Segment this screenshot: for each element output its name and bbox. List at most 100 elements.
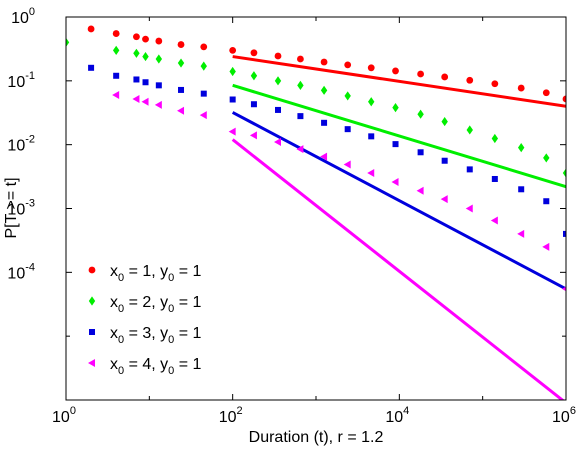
series-3-point-17 [466, 166, 473, 173]
legend-label-4: x0 = 4, y0 = 1 [110, 356, 202, 377]
series-2-point-8 [250, 71, 258, 81]
series-3-point-15 [417, 149, 424, 156]
series-2-point-18 [491, 133, 499, 144]
legend-item-2: x0 = 2, y0 = 1 [88, 294, 202, 315]
x-tick-exp: 4 [403, 405, 409, 417]
series-3 [88, 64, 566, 291]
series-4-point-17 [490, 216, 498, 225]
x-tick-exp: 0 [70, 405, 76, 417]
series-3-point-8 [250, 101, 257, 108]
series-1-point-0 [87, 25, 95, 33]
series-3-point-9 [275, 106, 282, 113]
legend: x0 = 1, y0 = 1 x0 = 2, y0 = 1 x0 = 3, y0 =… [88, 263, 202, 377]
series-layer [66, 25, 566, 400]
x-tick-exp: 2 [237, 405, 243, 417]
series-3-fit-line [231, 111, 566, 291]
series-1-point-6 [200, 43, 208, 51]
series-2-point-13 [368, 97, 375, 107]
y-tick-label-1: 10-1 [7, 70, 35, 91]
series-4-point-9 [296, 145, 304, 154]
series-3-point-7 [229, 96, 236, 103]
series-3-point-3 [142, 79, 149, 86]
legend-marker-3 [89, 329, 95, 335]
series-1-point-11 [320, 58, 328, 66]
series-3-point-11 [321, 119, 328, 126]
series-3-point-10 [297, 113, 304, 120]
y-tick-exp: 0 [29, 6, 35, 18]
series-1-point-15 [417, 70, 425, 78]
y-tick-exp: -1 [25, 70, 35, 82]
series-1-point-8 [250, 49, 258, 57]
series-2-point-4 [155, 54, 163, 64]
legend-item-4: x0 = 4, y0 = 1 [88, 356, 202, 377]
y-tick-base: 10 [7, 202, 25, 219]
legend-marker-1 [88, 266, 96, 274]
series-2-point-12 [344, 91, 351, 101]
series-4-point-1 [132, 94, 140, 103]
y-tick-base: 10 [7, 74, 25, 91]
series-3-point-5 [178, 86, 185, 93]
series-4-point-15 [440, 195, 448, 204]
series-1-point-4 [155, 37, 163, 45]
series-2-point-5 [177, 58, 185, 68]
series-4-point-8 [274, 138, 282, 147]
series-3-point-19 [518, 186, 525, 193]
series-4-fit-line [231, 138, 565, 400]
series-2-point-14 [392, 103, 399, 113]
x-tick-base: 10 [552, 409, 570, 426]
series-2-point-16 [441, 116, 448, 127]
y-tick-exp: -4 [25, 261, 35, 273]
series-2-point-3 [142, 51, 149, 62]
series-3-point-13 [368, 133, 375, 140]
series-2 [66, 37, 566, 189]
x-tick-exp: 6 [570, 405, 576, 417]
legend-item-1: x0 = 1, y0 = 1 [88, 263, 202, 284]
series-1-fit-line [232, 55, 566, 108]
legend-marker-4 [88, 359, 95, 367]
series-1-point-17 [466, 76, 474, 84]
series-1-point-9 [274, 52, 282, 60]
series-3-point-12 [344, 126, 351, 133]
series-4-point-4 [177, 106, 185, 115]
series-1-point-18 [491, 80, 499, 88]
legend-label-2: x0 = 2, y0 = 1 [110, 294, 202, 315]
series-4-point-13 [391, 178, 399, 187]
series-3-point-18 [491, 175, 498, 182]
series-1-point-7 [229, 46, 237, 54]
series-3-point-4 [155, 82, 162, 89]
series-2-point-9 [274, 76, 282, 86]
series-4 [112, 90, 566, 400]
x-tick-base: 10 [385, 409, 403, 426]
y-tick-exp: -2 [25, 134, 35, 146]
series-4-point-6 [228, 127, 236, 136]
series-4-point-3 [154, 100, 162, 109]
series-2-point-7 [229, 66, 236, 77]
y-tick-label-2: 10-2 [7, 134, 35, 155]
series-1-point-3 [142, 35, 149, 43]
series-2-point-17 [466, 125, 473, 135]
legend-label-1: x0 = 1, y0 = 1 [110, 263, 202, 284]
y-tick-exp: -3 [25, 198, 35, 210]
series-2-point-11 [320, 85, 328, 95]
y-tick-base: 10 [7, 265, 25, 282]
series-3-point-14 [392, 141, 399, 148]
legend-marker-2 [88, 296, 96, 306]
series-4-point-0 [112, 90, 120, 99]
series-2-point-1 [112, 45, 120, 55]
series-2-point-0 [66, 37, 70, 48]
series-2-point-20 [543, 153, 550, 163]
series-4-point-20 [562, 286, 566, 292]
y-tick-label-4: 10-4 [7, 261, 35, 282]
series-2-point-10 [297, 80, 304, 90]
series-1-point-16 [441, 73, 449, 81]
series-4-point-12 [367, 168, 375, 177]
series-2-point-21 [562, 168, 566, 178]
series-3-point-20 [543, 198, 550, 205]
series-1-point-12 [344, 61, 352, 69]
y-tick-label-3: 10-3 [7, 198, 35, 219]
series-4-point-16 [465, 204, 473, 213]
series-1-point-13 [367, 64, 375, 72]
series-1-point-10 [297, 55, 304, 63]
series-1-point-14 [392, 67, 399, 75]
series-4-point-18 [517, 229, 525, 238]
